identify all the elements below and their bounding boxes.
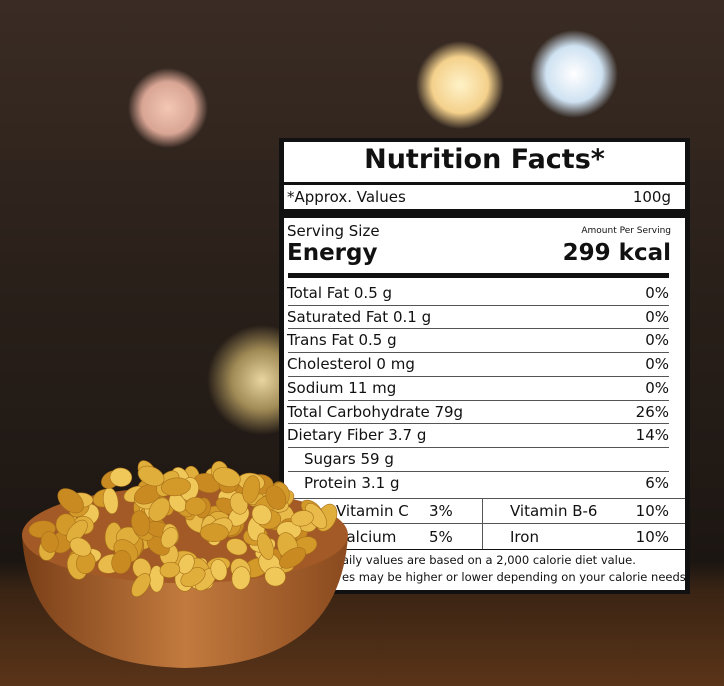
raisin [242,475,261,504]
raisin [111,550,132,574]
row-rule [288,423,669,425]
raisin [137,465,165,487]
row-rule [288,352,669,354]
vitamin-name: Vitamin C [336,502,409,520]
row-rule [288,328,669,330]
row-name: Trans Fat 0.5 g [287,331,397,350]
vitamin-dv: 3% [429,502,453,520]
approx: *Approx. Values [287,188,406,206]
row-dv: 0% [645,331,669,350]
row-rule [288,399,669,401]
raisin [57,488,84,514]
row-rule [288,375,669,377]
raisin [279,547,307,569]
main-panel: Serving Size Amount Per Serving Energy 2… [284,218,685,548]
raisin [66,519,88,543]
row-name: Saturated Fat 0.1 g [287,307,432,326]
row-rule [288,304,669,306]
raisins [28,460,338,598]
row-name: Cholesterol 0 mg [287,355,415,374]
vitamin-name: Iron [510,528,539,546]
vitamin-table: Vitamin C 3% Vitamin B-6 10% Calcium 5% Iron 10… [284,498,685,549]
vitamin-dv: 10% [635,528,669,546]
raisin [178,553,195,575]
row-name: Protein 3.1 g [304,473,400,492]
raisin [265,485,287,510]
title: Nutrition Facts* [364,144,605,175]
raisin [257,532,274,560]
footnote-panel: aily values are based on a 2,000 calorie… [284,550,689,590]
row-dv: 0% [645,378,669,397]
row-dv: 0% [645,355,669,374]
nutrition-label: Nutrition Facts* *Approx. Values 100g Se… [279,138,690,594]
row-name: Total Carbohydrate 79g [287,402,464,421]
raisin [210,559,228,581]
raisin [251,504,272,525]
raisin [69,537,92,557]
title-panel: Nutrition Facts* [284,142,685,182]
thick-rule [288,273,669,278]
raisin [290,510,314,527]
approx-panel: *Approx. Values 100g [284,185,685,209]
serving-size: Serving Size [287,222,380,240]
vitamin-top-rule [284,498,685,499]
amount-per-serving: Amount Per Serving [581,226,671,236]
raisin [184,497,207,516]
raisin [160,527,179,549]
energy-value: 299 kcal [562,240,671,266]
row-dv: 6% [645,473,669,492]
vitamin-dv: 5% [429,528,453,546]
footnote: es may be higher or lower depending on y… [342,570,690,584]
vitamin-name: Calcium [336,528,397,546]
raisin [231,566,251,590]
vitamin-divider-v [482,498,483,549]
quantity: 100g [632,188,671,206]
vitamin-dv: 10% [635,502,669,520]
raisin [264,566,286,587]
vitamin-name: Vitamin B-6 [510,502,598,520]
raisin [161,477,191,497]
row-dv: 0% [645,284,669,302]
row-name: Dietary Fiber 3.7 g [287,426,427,445]
row-dv: 14% [635,426,669,445]
row-rule [288,446,669,448]
raisin [40,531,59,553]
footnote: aily values are based on a 2,000 calorie… [342,553,636,567]
raisin [159,561,181,579]
energy-label: Energy [287,240,378,266]
raisin [148,497,171,522]
raisin [131,573,151,598]
raisin [212,467,241,488]
raisin [131,510,151,537]
row-rule [288,470,669,472]
row-name: Total Fat 0.5 g [287,284,393,302]
raisin [109,467,133,487]
row-name: Sugars 59 g [304,449,394,468]
row-dv: 0% [645,307,669,326]
raisin [226,538,248,556]
vitamin-divider-h [284,523,685,524]
row-name: Sodium 11 mg [287,378,397,397]
raisin [199,523,229,542]
row-dv: 26% [635,402,669,421]
